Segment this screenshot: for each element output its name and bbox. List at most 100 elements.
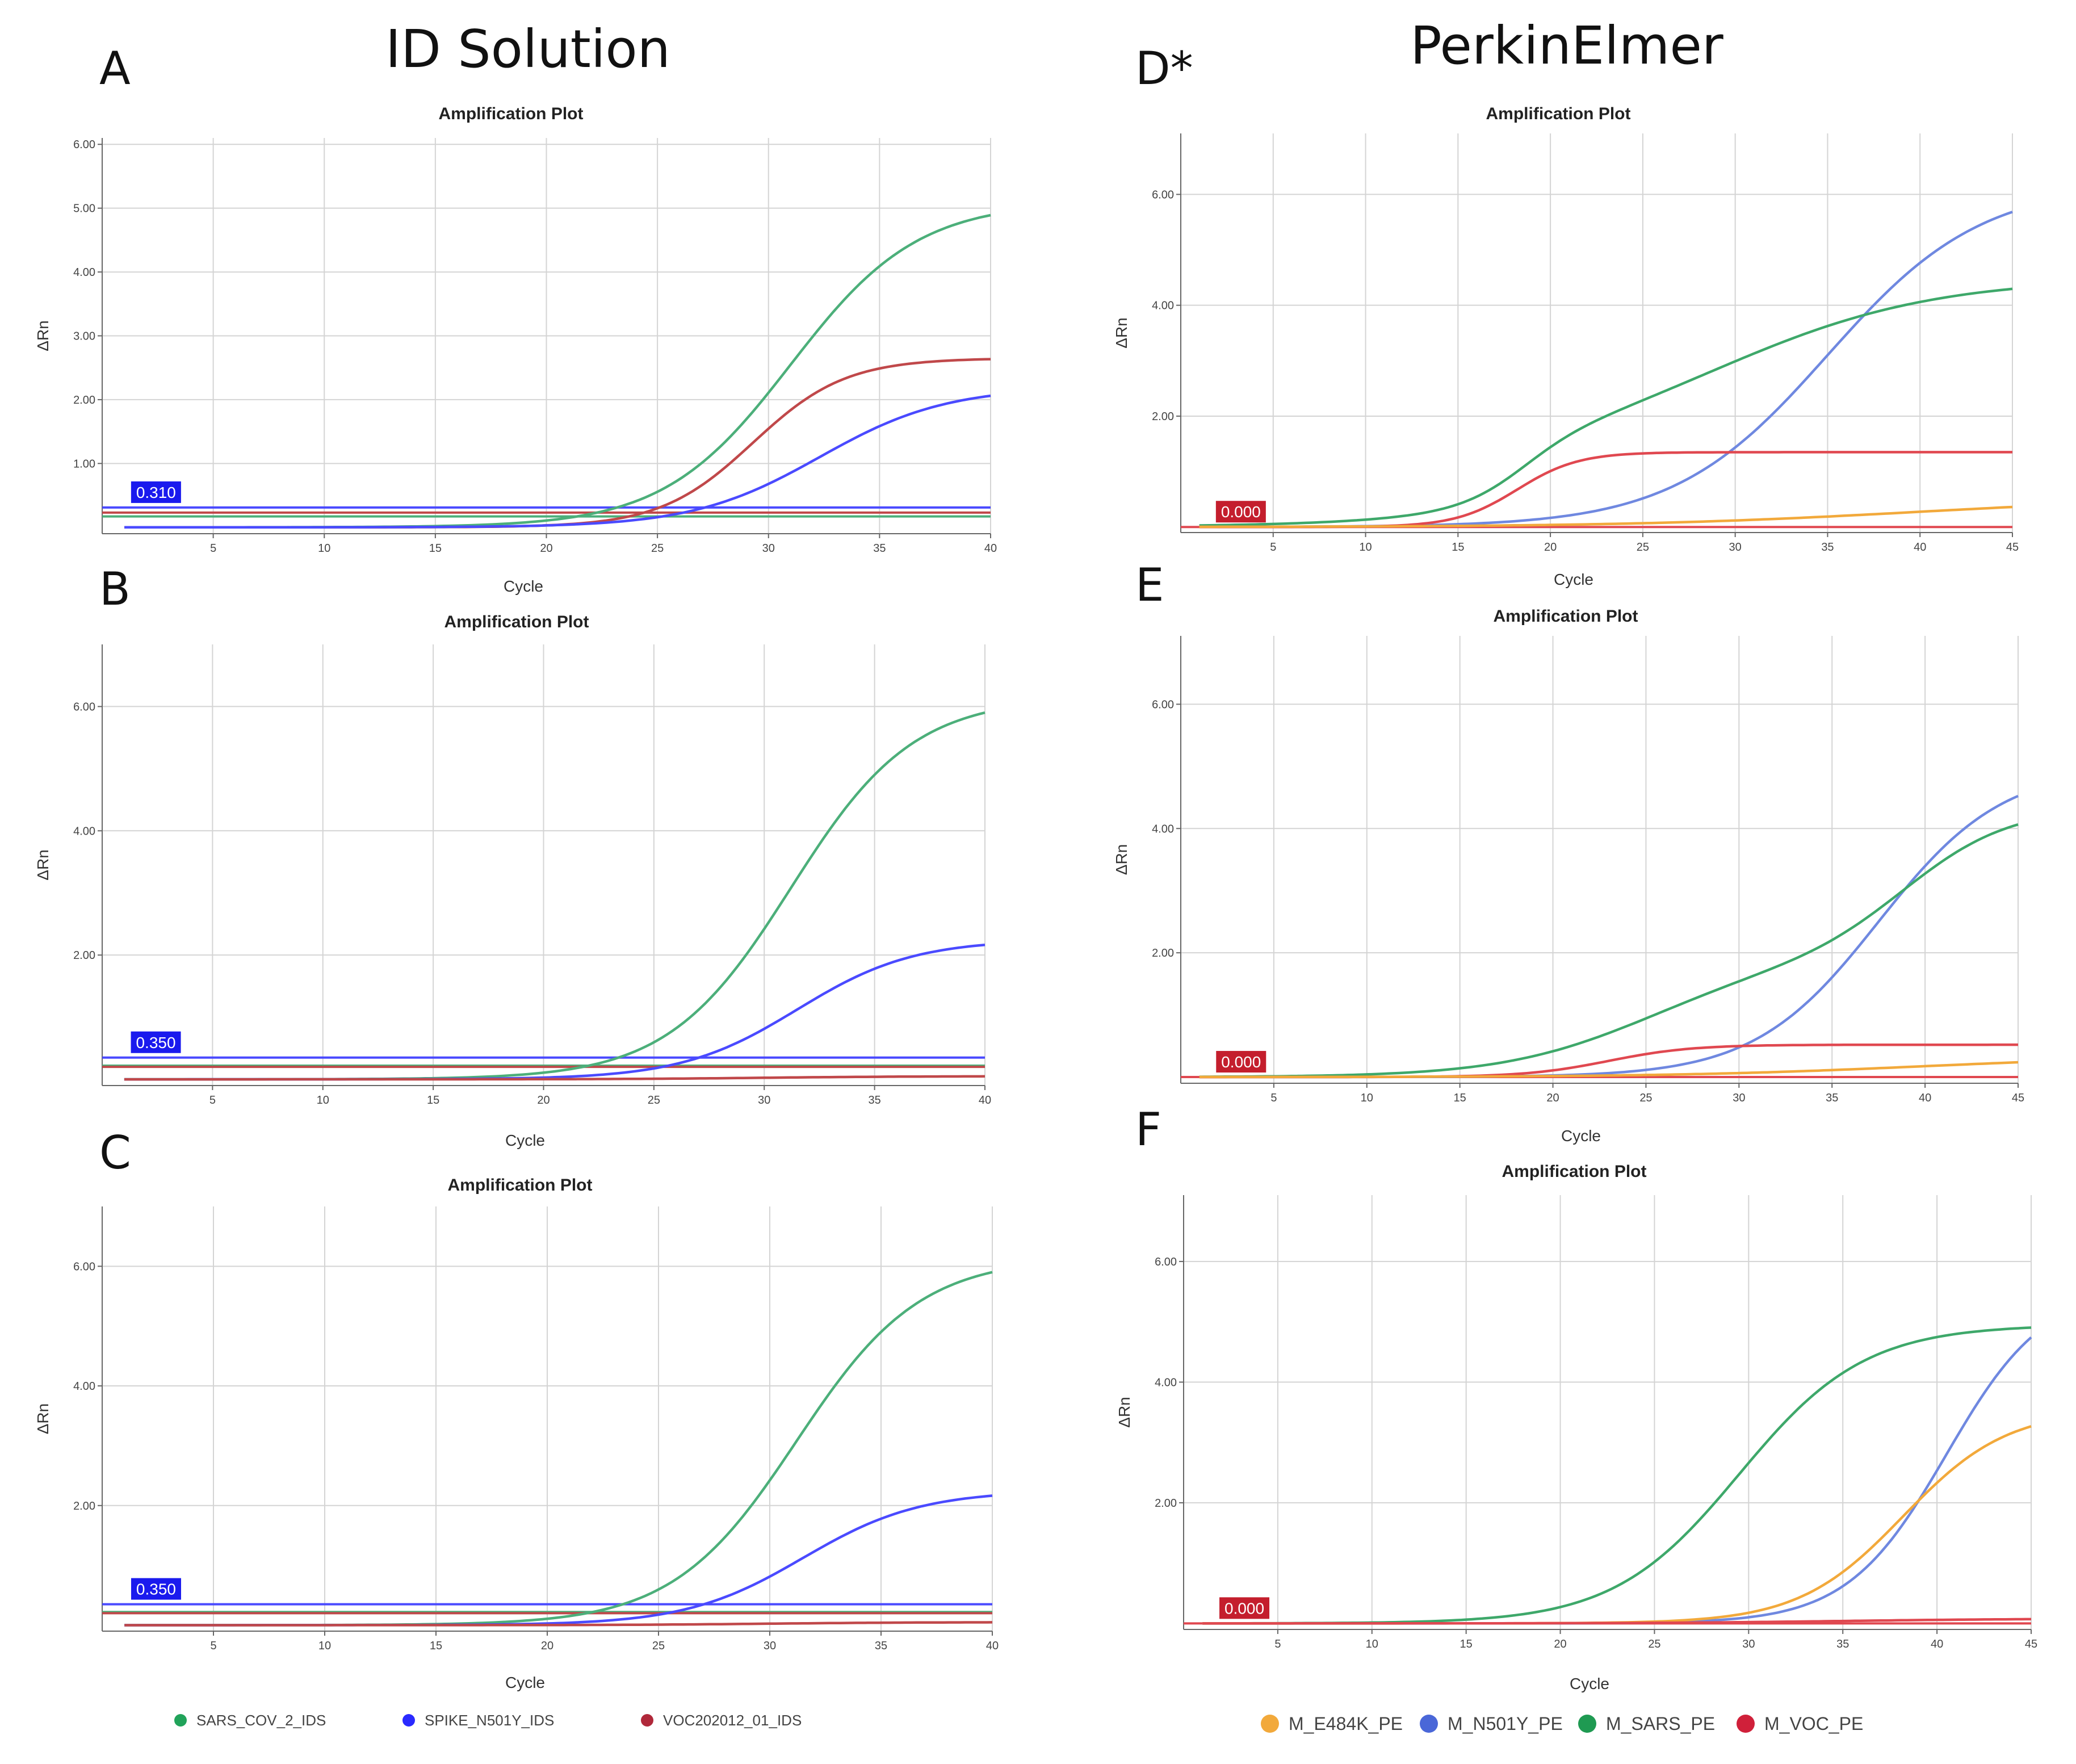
x-tick-label: 20 (540, 542, 552, 555)
legend-label: M_E484K_PE (1289, 1713, 1403, 1734)
x-tick-label: 35 (873, 542, 886, 555)
legend-marker (1420, 1715, 1438, 1733)
panel-b: B Amplification Plot 5 10 15 20 25 30 35 40 2.00 4.… (34, 563, 991, 1149)
curve-voc202012-01-ids (124, 1621, 993, 1627)
threshold-value: 0.000 (1224, 1599, 1264, 1617)
legend-marker (1261, 1715, 1279, 1733)
x-tick-label: 30 (1733, 1092, 1745, 1104)
x-tick-label: 40 (1914, 541, 1926, 554)
plot-title: Amplification Plot (448, 1176, 593, 1195)
curve-m-e484k-pe (1199, 505, 2013, 529)
panel-d-star: D* Amplification Plot 5 10 15 20 25 30 35 40 45 2.0… (1113, 42, 2019, 588)
panel-a: A Amplification Plot 5 10 15 20 25 30 35 40 1.00 2.… (34, 42, 997, 595)
curve-m-voc-pe (1202, 1618, 2031, 1625)
threshold-value: 0.000 (1221, 503, 1261, 521)
panel-letter: D* (1135, 42, 1193, 95)
x-tick-label: 40 (986, 1640, 999, 1652)
y-axis-label: ΔRn (1113, 317, 1130, 349)
column-title-id-solution: ID Solution (385, 19, 670, 79)
threshold-badge (131, 1031, 181, 1053)
x-tick-label: 40 (1931, 1638, 1943, 1650)
x-tick-label: 15 (1452, 541, 1464, 554)
x-tick-label: 25 (652, 1640, 665, 1652)
y-tick-label: 6.00 (73, 1260, 95, 1273)
y-tick-label: 4.00 (1155, 1376, 1177, 1389)
plot-title: Amplification Plot (444, 613, 589, 631)
x-tick-label: 5 (210, 1640, 216, 1652)
x-tick-label: 35 (1821, 541, 1834, 554)
plot-title: Amplification Plot (1502, 1162, 1647, 1181)
x-tick-label: 35 (1826, 1092, 1838, 1104)
x-tick-label: 35 (869, 1094, 881, 1107)
x-tick-label: 35 (875, 1640, 887, 1652)
y-axis-label: ΔRn (34, 849, 52, 881)
x-tick-label: 25 (1637, 541, 1649, 554)
y-tick-label: 6.00 (73, 139, 95, 151)
x-tick-label: 15 (429, 542, 442, 555)
curve-m-sars-pe (1199, 287, 2013, 527)
legend-perkinelmer: M_E484K_PE M_N501Y_PE M_SARS_PE M_VOC_PE (1261, 1713, 1863, 1734)
plot-title: Amplification Plot (1494, 607, 1638, 626)
x-tick-label: 20 (1544, 541, 1557, 554)
x-tick-label: 25 (651, 542, 664, 555)
y-tick-label: 4.00 (1152, 823, 1174, 835)
x-tick-label: 30 (762, 542, 775, 555)
y-tick-label: 2.00 (73, 1500, 95, 1512)
threshold-badge (1215, 501, 1266, 523)
x-tick-label: 20 (1554, 1638, 1566, 1650)
y-tick-label: 6.00 (73, 701, 95, 713)
column-title-perkinelmer: PerkinElmer (1410, 15, 1723, 76)
x-tick-label: 5 (209, 1094, 216, 1107)
x-axis-label: Cycle (505, 1674, 545, 1691)
legend-label: SARS_COV_2_IDS (196, 1712, 326, 1729)
legend-marker (174, 1714, 187, 1727)
legend-label: M_SARS_PE (1606, 1713, 1715, 1734)
x-tick-label: 5 (1274, 1638, 1281, 1650)
threshold-value: 0.350 (136, 1581, 176, 1598)
threshold-badge (1219, 1597, 1270, 1619)
x-axis-label: Cycle (505, 1132, 545, 1149)
x-tick-label: 5 (210, 542, 216, 555)
y-tick-label: 2.00 (1152, 947, 1174, 959)
x-tick-label: 20 (541, 1640, 553, 1652)
y-axis-label: ΔRn (1113, 844, 1130, 875)
y-tick-label: 4.00 (1152, 300, 1174, 312)
x-tick-label: 20 (537, 1094, 550, 1107)
y-tick-label: 6.00 (1155, 1256, 1177, 1268)
y-tick-label: 4.00 (73, 266, 95, 279)
y-tick-label: 4.00 (73, 825, 95, 837)
threshold-value: 0.000 (1221, 1053, 1261, 1071)
x-tick-label: 30 (1742, 1638, 1755, 1650)
threshold-badge (131, 1578, 181, 1600)
panel-letter: B (99, 563, 131, 615)
y-tick-label: 2.00 (73, 394, 95, 407)
x-tick-label: 15 (430, 1640, 442, 1652)
x-tick-label: 20 (1546, 1092, 1559, 1104)
y-tick-label: 5.00 (73, 203, 95, 215)
plot-title: Amplification Plot (1486, 104, 1631, 123)
y-tick-label: 1.00 (73, 458, 95, 470)
x-axis-label: Cycle (1570, 1675, 1609, 1692)
x-tick-label: 40 (979, 1094, 991, 1107)
legend-marker (1737, 1715, 1755, 1733)
x-axis-label: Cycle (504, 577, 543, 595)
x-tick-label: 25 (648, 1094, 660, 1107)
threshold-badge (1216, 1051, 1266, 1073)
threshold-badge (131, 481, 181, 503)
panel-c: C Amplification Plot 5 10 15 20 25 30 35 40 2.00 4.… (34, 1126, 999, 1691)
x-tick-label: 5 (1270, 1092, 1277, 1104)
legend-label: VOC202012_01_IDS (663, 1712, 802, 1729)
y-tick-label: 3.00 (73, 330, 95, 343)
y-axis-label: ΔRn (34, 1403, 52, 1435)
x-tick-label: 30 (758, 1094, 770, 1107)
panels: A Amplification Plot 5 10 15 20 25 30 35 40 1.00 2.… (34, 42, 2037, 1692)
x-tick-label: 45 (2025, 1638, 2037, 1650)
panel-letter: E (1135, 559, 1164, 611)
y-axis-label: ΔRn (1115, 1397, 1133, 1428)
x-tick-label: 15 (427, 1094, 439, 1107)
x-tick-label: 10 (1359, 541, 1372, 554)
legend-label: SPIKE_N501Y_IDS (425, 1712, 554, 1729)
y-tick-label: 2.00 (73, 949, 95, 962)
x-axis-label: Cycle (1554, 571, 1593, 588)
